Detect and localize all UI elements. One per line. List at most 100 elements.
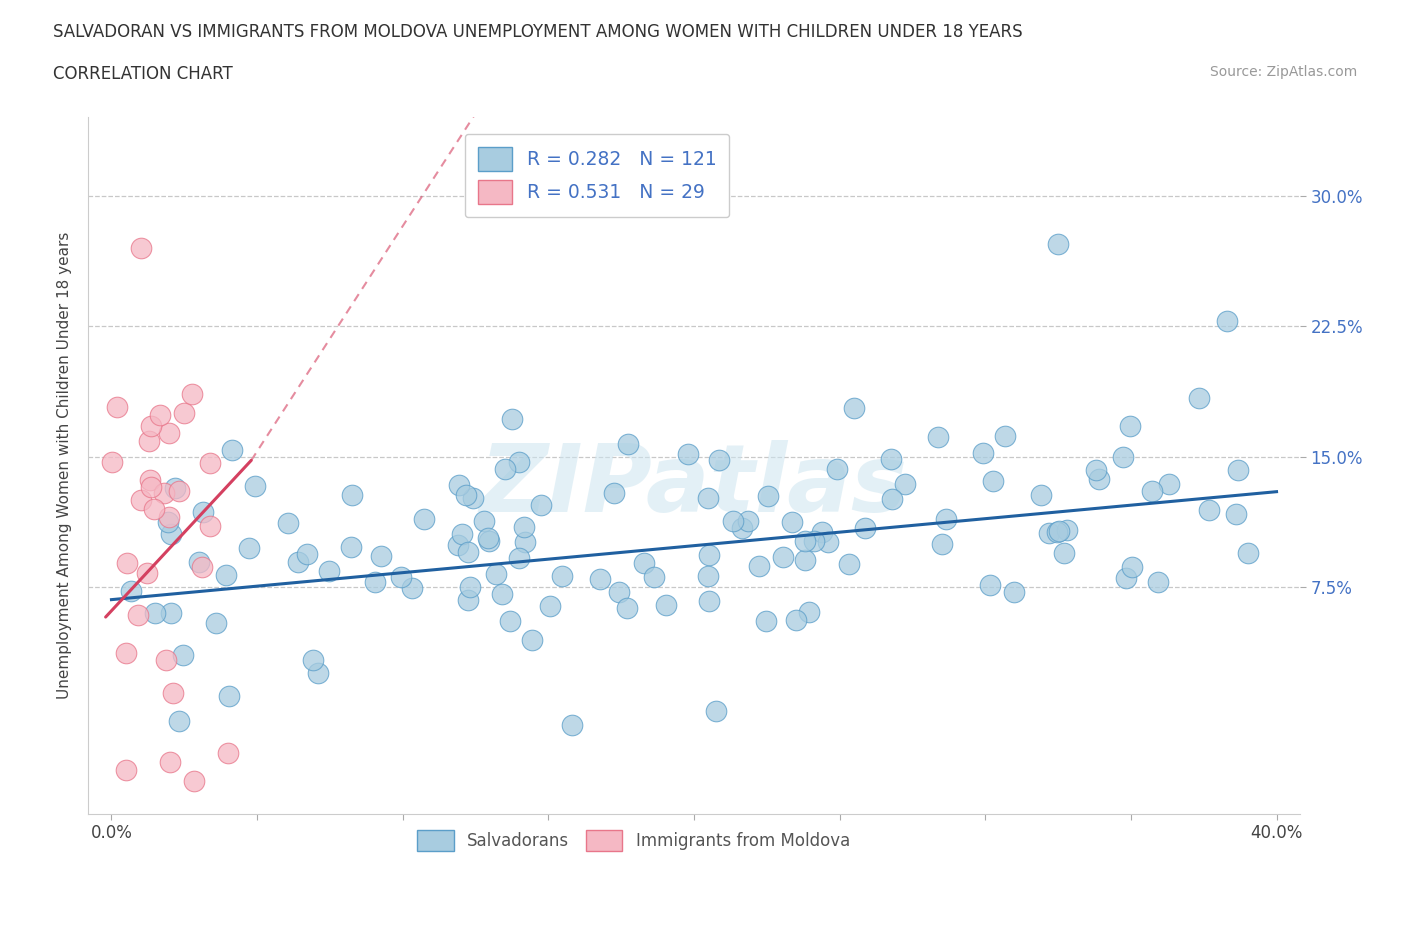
Point <box>157 510 180 525</box>
Point <box>163 481 186 496</box>
Point <box>190 559 212 574</box>
Point <box>138 433 160 448</box>
Point <box>1002 585 1025 600</box>
Point <box>603 485 626 500</box>
Point <box>457 544 479 559</box>
Point <box>141 418 163 433</box>
Point <box>780 514 803 529</box>
Point <box>499 613 522 628</box>
Point <box>1237 546 1260 561</box>
Point <box>287 554 309 569</box>
Y-axis label: Unemployment Among Women with Children Under 18 years: Unemployment Among Women with Children U… <box>58 232 72 699</box>
Text: CORRELATION CHART: CORRELATION CHART <box>53 65 233 83</box>
Point <box>530 498 553 512</box>
Legend: Salvadorans, Immigrants from Moldova: Salvadorans, Immigrants from Moldova <box>411 823 856 857</box>
Point <box>478 534 501 549</box>
Point <box>159 754 181 769</box>
Point <box>927 430 949 445</box>
Point <box>340 487 363 502</box>
Point <box>979 578 1001 592</box>
Point <box>302 652 325 667</box>
Point <box>193 504 215 519</box>
Point <box>188 555 211 570</box>
Point <box>793 552 815 567</box>
Point <box>880 451 903 466</box>
Point <box>844 401 866 416</box>
Point <box>838 556 860 571</box>
Point <box>157 515 180 530</box>
Point <box>994 429 1017 444</box>
Point <box>1225 506 1247 521</box>
Point <box>1056 523 1078 538</box>
Point <box>138 472 160 487</box>
Text: ZIPatlas: ZIPatlas <box>479 441 908 533</box>
Point <box>643 570 665 585</box>
Point <box>508 455 530 470</box>
Point <box>1121 560 1143 575</box>
Point <box>139 479 162 494</box>
Text: SALVADORAN VS IMMIGRANTS FROM MOLDOVA UNEMPLOYMENT AMONG WOMEN WITH CHILDREN UND: SALVADORAN VS IMMIGRANTS FROM MOLDOVA UN… <box>53 23 1024 41</box>
Point <box>893 476 915 491</box>
Point <box>120 583 142 598</box>
Point <box>737 513 759 528</box>
Point <box>155 653 177 668</box>
Point <box>117 555 139 570</box>
Point <box>1119 418 1142 433</box>
Point <box>935 512 957 526</box>
Point <box>731 520 754 535</box>
Point <box>1085 462 1108 477</box>
Point <box>1226 463 1249 478</box>
Point <box>472 513 495 528</box>
Point <box>501 412 523 427</box>
Point <box>794 533 817 548</box>
Point <box>172 647 194 662</box>
Point <box>485 566 508 581</box>
Point <box>169 713 191 728</box>
Point <box>655 598 678 613</box>
Point <box>1140 484 1163 498</box>
Point <box>515 535 537 550</box>
Point <box>221 443 243 458</box>
Point <box>183 773 205 788</box>
Point <box>853 521 876 536</box>
Point <box>215 567 238 582</box>
Point <box>707 453 730 468</box>
Point <box>318 564 340 578</box>
Point <box>162 686 184 701</box>
Point <box>446 538 468 553</box>
Point <box>803 534 825 549</box>
Point <box>307 666 329 681</box>
Point <box>1029 488 1052 503</box>
Point <box>494 461 516 476</box>
Point <box>129 493 152 508</box>
Point <box>616 600 638 615</box>
Point <box>589 571 612 586</box>
Point <box>135 565 157 580</box>
Point <box>931 537 953 551</box>
Point <box>142 501 165 516</box>
Point <box>218 688 240 703</box>
Point <box>561 718 583 733</box>
Point <box>173 405 195 420</box>
Point <box>143 605 166 620</box>
Point <box>678 446 700 461</box>
Point <box>1115 571 1137 586</box>
Point <box>1216 313 1239 328</box>
Point <box>129 241 152 256</box>
Point <box>1088 472 1111 486</box>
Point <box>198 519 221 534</box>
Point <box>1112 449 1135 464</box>
Point <box>105 400 128 415</box>
Point <box>363 575 385 590</box>
Point <box>880 492 903 507</box>
Point <box>697 548 720 563</box>
Point <box>617 437 640 452</box>
Point <box>101 454 124 469</box>
Point <box>456 487 478 502</box>
Point <box>458 579 481 594</box>
Point <box>520 632 543 647</box>
Point <box>1053 546 1076 561</box>
Point <box>457 592 479 607</box>
Point <box>205 616 228 631</box>
Point <box>538 599 561 614</box>
